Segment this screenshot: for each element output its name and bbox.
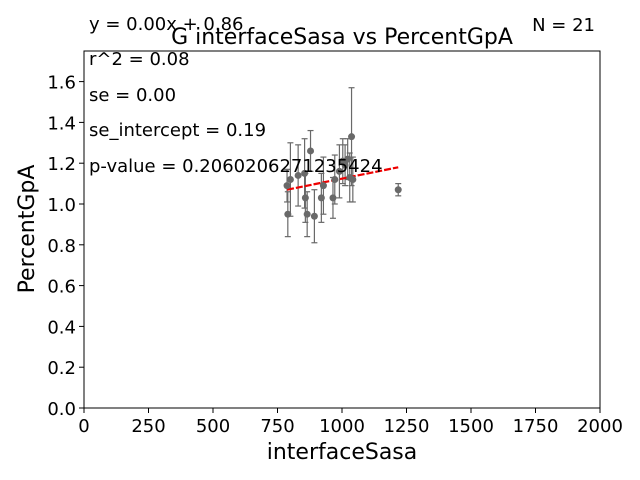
y-tick-label: 0.0	[47, 399, 76, 420]
data-point	[286, 176, 294, 184]
se-intercept-annotation: se_intercept = 0.19	[89, 120, 266, 141]
x-axis-ticks: 0 250 500 750 1000 1250 1500 1750 2000	[78, 408, 623, 437]
y-tick-label: 1.0	[47, 195, 76, 216]
data-point	[319, 182, 327, 190]
equation-annotation: y = 0.00x + 0.86	[89, 14, 244, 35]
y-tick-label: 0.8	[47, 236, 76, 257]
data-point	[317, 194, 325, 202]
regression-line	[286, 166, 399, 191]
data-point	[301, 194, 309, 202]
data-point	[307, 147, 315, 155]
y-axis-ticks: 0.0 0.2 0.4 0.6 0.8 1.0 1.2 1.4 1.6	[47, 73, 84, 420]
data-point	[310, 212, 318, 220]
data-point	[329, 194, 337, 202]
data-point	[294, 171, 302, 179]
x-axis-label: interfaceSasa	[267, 440, 418, 465]
chart-title: G interfaceSasa vs PercentGpA	[171, 25, 513, 50]
x-tick-label: 1250	[384, 416, 430, 437]
data-point	[394, 186, 402, 194]
pvalue-annotation: p-value = 0.2060206271235424	[89, 156, 383, 177]
x-tick-label: 750	[260, 416, 294, 437]
data-point	[348, 133, 356, 141]
data-point	[341, 161, 349, 169]
y-axis-label: PercentGpA	[15, 165, 40, 294]
x-tick-label: 1750	[513, 416, 559, 437]
n-annotation: N = 21	[532, 15, 595, 36]
data-point	[331, 176, 339, 184]
se-annotation: se = 0.00	[89, 85, 176, 106]
x-tick-label: 1500	[448, 416, 494, 437]
data-point	[335, 167, 343, 175]
y-tick-label: 0.2	[47, 358, 76, 379]
data-point	[301, 169, 309, 177]
y-tick-label: 0.6	[47, 277, 76, 298]
y-tick-label: 1.4	[47, 113, 76, 134]
y-tick-label: 1.2	[47, 154, 76, 175]
x-tick-label: 1000	[319, 416, 365, 437]
r2-annotation: r^2 = 0.08	[89, 49, 190, 70]
data-marks	[283, 87, 402, 244]
y-tick-label: 0.4	[47, 317, 76, 338]
x-tick-label: 0	[78, 416, 89, 437]
x-tick-label: 250	[131, 416, 165, 437]
data-point	[284, 210, 292, 218]
data-point	[303, 210, 311, 218]
y-tick-label: 1.6	[47, 73, 76, 94]
x-tick-label: 2000	[577, 416, 623, 437]
x-tick-label: 500	[196, 416, 230, 437]
data-point	[349, 176, 357, 184]
data-point	[283, 182, 291, 190]
data-point	[344, 155, 352, 163]
